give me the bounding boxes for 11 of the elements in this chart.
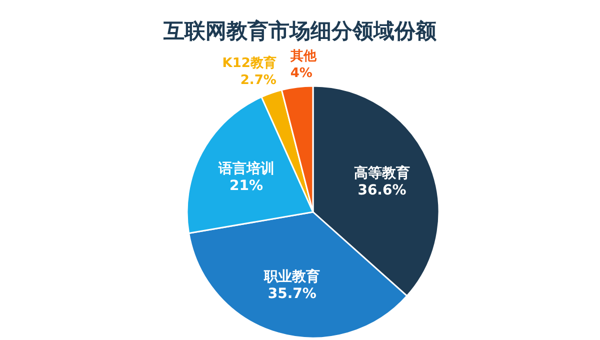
data-label: 4%: [290, 66, 312, 81]
slice-label: 高等教育: [354, 164, 410, 182]
data-label: 21%: [230, 178, 264, 194]
data-label: 36.6%: [358, 182, 406, 199]
slice-label: 其他: [289, 48, 318, 64]
slice-label: 职业教育: [263, 268, 320, 286]
data-label: 35.7%: [268, 286, 316, 302]
data-label: 2.7%: [240, 72, 276, 88]
slice-label: K12教育: [222, 54, 276, 71]
slice-label: 语言培训: [217, 160, 274, 177]
chart-title: 互联网教育市场细分领域份额: [162, 19, 438, 43]
